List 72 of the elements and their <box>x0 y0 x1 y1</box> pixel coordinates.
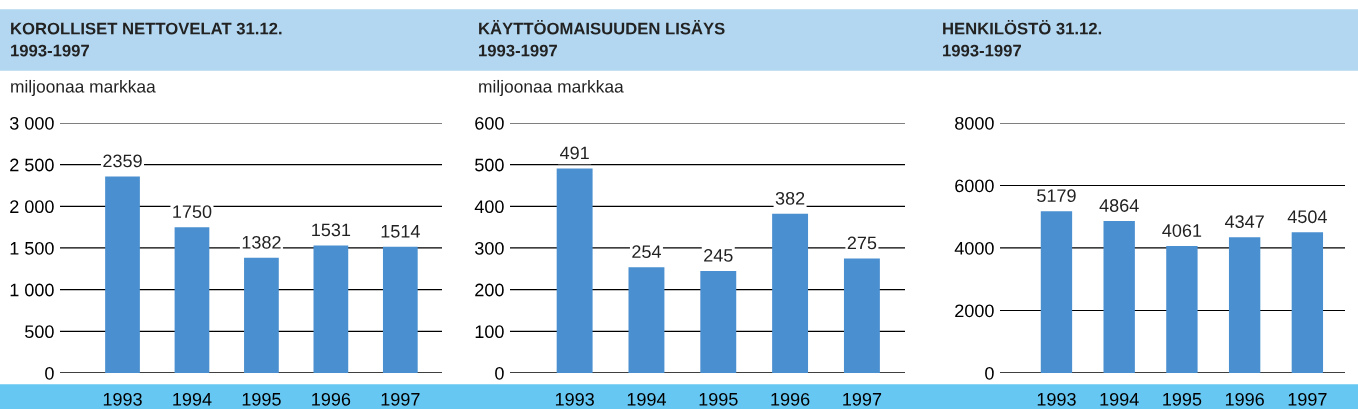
y-tick-label: 0 <box>45 366 54 380</box>
data-label: 382 <box>775 191 805 205</box>
data-label: 1382 <box>242 235 281 249</box>
data-label: 275 <box>847 236 877 250</box>
bar <box>382 246 418 373</box>
bar <box>700 270 737 373</box>
data-label: 245 <box>704 249 733 262</box>
y-axis-title: miljoonaa markkaa <box>479 79 624 97</box>
y-tick-label: 4000 <box>954 241 994 255</box>
data-label: 491 <box>559 146 589 160</box>
chart-subtitle: 1993-1997 <box>479 44 557 57</box>
y-tick-label: 400 <box>474 200 504 214</box>
x-tick-label: 1994 <box>627 392 667 406</box>
y-tick-label: 600 <box>475 116 504 130</box>
data-label: 2359 <box>103 154 142 168</box>
data-label: 5179 <box>1037 189 1076 203</box>
bar <box>1291 232 1324 373</box>
bar <box>174 227 210 373</box>
x-tick-label: 1993 <box>555 392 594 406</box>
y-tick-label: 8000 <box>955 116 994 130</box>
bar <box>313 245 349 373</box>
x-tick-label: 1995 <box>699 392 738 406</box>
chart-title: KOROLLISET NETTOVELAT 31.12. <box>11 22 282 35</box>
data-label: 4504 <box>1287 210 1327 224</box>
bar <box>556 168 593 373</box>
bar <box>1228 237 1261 373</box>
x-tick-label: 1995 <box>1163 392 1202 406</box>
y-tick-label: 0 <box>985 366 994 380</box>
bar <box>1166 246 1198 373</box>
y-tick-label: 200 <box>475 283 504 297</box>
y-tick-label: 3 000 <box>9 116 54 130</box>
x-tick-label: 1997 <box>381 392 420 406</box>
data-label: 4347 <box>1224 215 1264 229</box>
bar <box>772 213 809 373</box>
bar <box>843 258 880 373</box>
x-tick-label: 1996 <box>312 392 351 406</box>
x-tick-label: 1993 <box>103 392 142 406</box>
y-tick-label: 100 <box>475 325 504 339</box>
y-tick-label: 1 500 <box>10 241 54 255</box>
y-tick-label: 6000 <box>955 179 994 193</box>
data-label: 254 <box>632 245 661 259</box>
y-tick-label: 500 <box>25 325 54 339</box>
bar <box>628 267 665 373</box>
x-tick-label: 1997 <box>843 392 882 406</box>
y-tick-label: 0 <box>495 366 504 380</box>
x-tick-label: 1994 <box>1100 392 1139 406</box>
y-tick-label: 2 500 <box>10 158 54 172</box>
bar <box>1040 211 1073 373</box>
x-tick-label: 1996 <box>1225 392 1264 406</box>
y-tick-label: 1 000 <box>10 283 54 297</box>
y-tick-label: 2000 <box>955 304 994 318</box>
bar <box>1103 221 1135 373</box>
x-tick-label: 1997 <box>1288 392 1327 406</box>
data-label: 1514 <box>381 225 420 238</box>
x-tick-label: 1994 <box>173 392 212 406</box>
data-label: 1531 <box>312 223 351 237</box>
x-tick-label: 1993 <box>1037 392 1076 406</box>
bar <box>244 257 279 373</box>
data-label: 4061 <box>1162 224 1202 237</box>
chart-title: HENKILÖSTÖ 31.12. <box>943 20 1102 35</box>
y-tick-label: 300 <box>475 241 504 255</box>
data-label: 1750 <box>173 205 212 219</box>
y-axis-title: miljoonaa markkaa <box>11 79 156 97</box>
x-tick-label: 1995 <box>242 392 281 406</box>
bar <box>105 176 140 373</box>
data-label: 4864 <box>1099 199 1139 212</box>
chart-title: KÄYTTÖOMAISUUDEN LISÄYS <box>479 20 725 35</box>
y-tick-label: 500 <box>475 158 504 172</box>
chart-subtitle: 1993-1997 <box>943 44 1021 57</box>
x-tick-label: 1996 <box>771 392 810 406</box>
chart-subtitle: 1993-1997 <box>11 44 89 57</box>
y-tick-label: 2 000 <box>10 200 54 214</box>
